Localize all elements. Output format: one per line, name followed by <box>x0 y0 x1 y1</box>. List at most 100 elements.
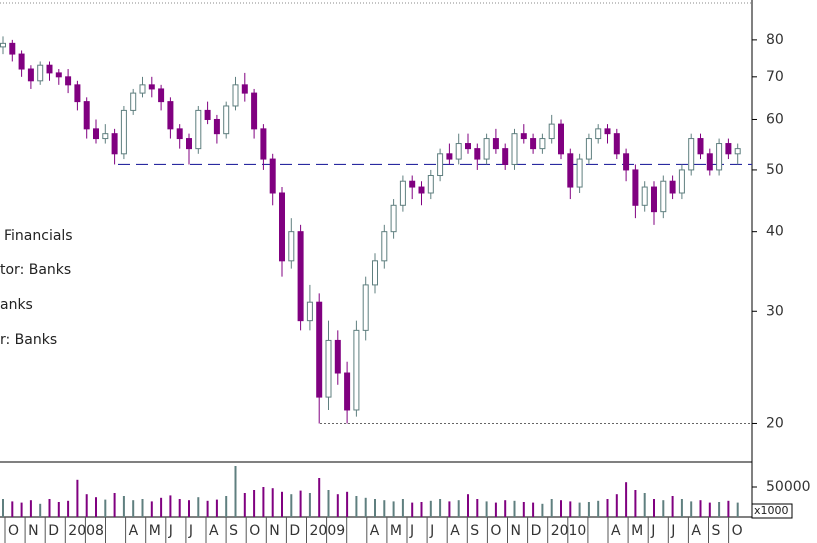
volume-bar <box>346 491 349 517</box>
candle-body <box>418 186 425 194</box>
x-tick-label: A <box>129 523 139 539</box>
candle-body <box>604 128 611 135</box>
volume-bar <box>513 500 516 517</box>
candle-body <box>213 118 220 135</box>
volume-bar <box>708 502 711 517</box>
x-tick-label: S <box>470 523 479 539</box>
volume-bar <box>308 493 311 517</box>
volume-bar <box>643 493 646 517</box>
candle-body <box>576 158 583 188</box>
volume-bar <box>178 499 181 517</box>
candle-body <box>613 133 620 155</box>
volume-bar <box>253 490 256 517</box>
volume-bar <box>318 478 321 517</box>
volume-bar <box>355 496 358 517</box>
candle-body <box>176 128 183 140</box>
volume-bar <box>290 494 293 517</box>
candle-body <box>734 148 741 155</box>
volume-bar <box>494 502 497 517</box>
candle-body <box>102 133 109 140</box>
candle-body <box>697 138 704 155</box>
y-tick-label: 40 <box>766 224 784 240</box>
x-tick-label: J <box>409 523 414 539</box>
volume-bar <box>541 503 544 517</box>
volume-bar <box>597 500 600 517</box>
candle-body <box>446 153 453 160</box>
volume-bar <box>522 502 525 517</box>
candle-body <box>65 76 72 86</box>
volume-bar <box>262 487 265 517</box>
x-tick-label: A <box>450 523 460 539</box>
x-tick-label: M <box>631 523 643 539</box>
candle-body <box>353 329 360 411</box>
candle-body <box>530 138 537 150</box>
x-tick-label: 2010 <box>551 523 587 539</box>
volume-bar <box>374 499 376 517</box>
volume-bar <box>420 502 423 517</box>
candle-body <box>409 180 416 188</box>
volume-bar <box>383 500 386 517</box>
x-tick-label: A <box>691 523 701 539</box>
volume-bar <box>132 500 135 517</box>
candle-body <box>567 153 574 188</box>
volume-bar <box>150 501 153 517</box>
volume-bar <box>39 503 42 517</box>
volume-bar <box>690 501 693 517</box>
candle-body <box>325 339 332 398</box>
volume-bar <box>587 502 590 517</box>
x-tick-label: J <box>188 523 193 539</box>
volume-bar <box>718 502 721 517</box>
volume-bar <box>699 500 702 517</box>
candle-body <box>465 143 471 150</box>
volume-bar <box>401 499 404 517</box>
y-tick-label: 80 <box>766 32 784 48</box>
candle-body <box>0 42 6 48</box>
volume-bar <box>625 482 628 517</box>
x-tick-label: J <box>670 523 675 539</box>
volume-bar <box>615 494 618 517</box>
candle-body <box>716 143 723 171</box>
candle-body <box>27 68 34 82</box>
volume-bar <box>364 497 367 517</box>
y-tick-label: 60 <box>766 111 784 127</box>
candle-body <box>511 133 518 165</box>
candle-body <box>669 180 676 194</box>
candle-body <box>139 84 146 94</box>
volume-bar <box>122 496 125 517</box>
x-tick-label: M <box>149 523 161 539</box>
candle-body <box>195 109 202 150</box>
candle-body <box>167 101 174 130</box>
volume-bar <box>243 493 246 517</box>
volume-tick-label: 50000 <box>766 479 811 495</box>
candle-body <box>260 128 267 160</box>
candle-body <box>595 128 602 140</box>
unit-box <box>751 503 793 519</box>
volume-bar <box>85 494 88 517</box>
x-tick-label: A <box>209 523 219 539</box>
volume-bar <box>206 500 209 517</box>
volume-bar <box>104 499 107 517</box>
volume-bar <box>560 500 562 517</box>
candle-body <box>548 123 555 140</box>
annotation: tor: Banks <box>0 262 71 278</box>
volume-bar <box>727 500 730 517</box>
volume-bar <box>67 500 70 517</box>
volume-bar <box>485 501 488 517</box>
x-tick-label: M <box>390 523 402 539</box>
volume-bar <box>634 490 637 517</box>
y-tick-label: 70 <box>766 69 784 85</box>
volume-bar <box>736 502 739 517</box>
volume-bar <box>448 501 451 517</box>
volume-bar <box>57 502 60 517</box>
volume-bar <box>76 479 79 517</box>
candle-body <box>437 153 444 177</box>
volume-bar <box>439 499 442 517</box>
x-tick-label: O <box>8 523 19 539</box>
candle-body <box>306 301 313 322</box>
candle-body <box>399 180 406 206</box>
candle-body <box>241 84 248 94</box>
candle-body <box>651 186 657 213</box>
candle-body <box>381 231 388 262</box>
volume-bar <box>327 490 330 517</box>
